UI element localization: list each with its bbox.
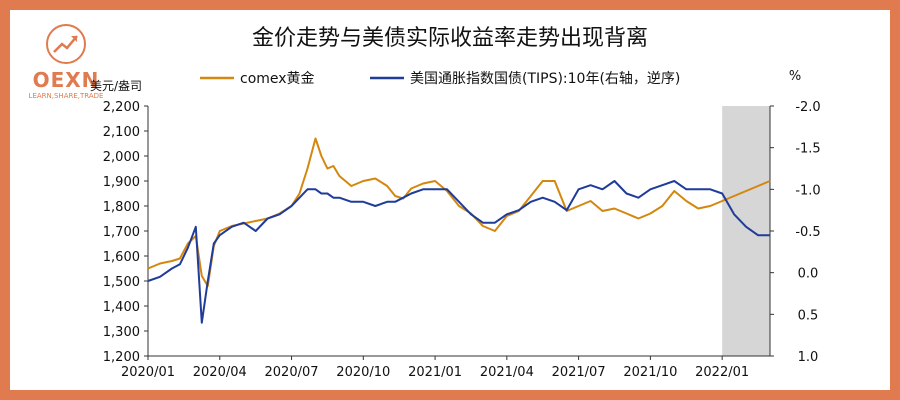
x-tick-label: 2020/07: [265, 365, 319, 380]
x-tick-label: 2021/07: [552, 365, 606, 380]
line-chart: 1,200 1,300 1,400 1,500 1,600 1,700 1,800 1,900…: [90, 69, 821, 380]
left-tick-label: 2,200: [103, 100, 140, 115]
right-axis-unit: %: [789, 69, 801, 84]
right-tick-label: 0.5: [798, 308, 819, 323]
x-tick-label: 2021/01: [408, 365, 462, 380]
left-tick-label: 2,000: [103, 150, 140, 165]
left-tick-label: 1,500: [103, 275, 140, 290]
right-tick-label: 0.0: [798, 267, 819, 282]
right-tick-label: -2.0: [795, 100, 820, 115]
brand-logo: OEXN LEARN,SHARE,TRADE: [22, 20, 110, 100]
left-tick-label: 2,100: [103, 125, 140, 140]
right-tick-label: -0.5: [795, 225, 820, 240]
right-tick-label: -1.5: [795, 142, 820, 157]
left-tick-label: 1,900: [103, 175, 140, 190]
right-tick-label: 1.0: [798, 350, 819, 365]
left-tick-label: 1,600: [103, 250, 140, 265]
brand-tagline: LEARN,SHARE,TRADE: [28, 92, 104, 100]
left-axis-unit: 美元/盎司: [90, 79, 142, 93]
chart-frame: 金价走势与美债实际收益率走势出现背离 OEXN LEARN,SHARE,TRAD…: [10, 10, 890, 390]
left-tick-label: 1,300: [103, 325, 140, 340]
legend-label-gold: comex黄金: [240, 70, 315, 87]
x-tick-label: 2020/01: [121, 365, 175, 380]
legend-label-tips: 美国通胀指数国债(TIPS):10年(右轴，逆序): [410, 71, 680, 87]
series-line-tips: [147, 180, 770, 324]
left-tick-label: 1,200: [103, 350, 140, 365]
brand-emblem-icon: [46, 24, 86, 64]
x-tick-label: 2020/10: [336, 365, 390, 380]
x-tick-label: 2021/10: [623, 365, 677, 380]
x-tick-label: 2020/04: [193, 365, 247, 380]
right-tick-label: -1.0: [795, 183, 820, 198]
left-tick-label: 1,400: [103, 300, 140, 315]
left-tick-label: 1,700: [103, 225, 140, 240]
x-tick-label: 2022/01: [695, 365, 749, 380]
series-line-gold: [147, 137, 771, 287]
x-tick-label: 2021/04: [480, 365, 534, 380]
chart-title: 金价走势与美债实际收益率走势出现背离: [251, 26, 648, 51]
shaded-region: [722, 106, 770, 356]
brand-name: OEXN: [32, 68, 100, 92]
left-tick-label: 1,800: [103, 200, 140, 215]
